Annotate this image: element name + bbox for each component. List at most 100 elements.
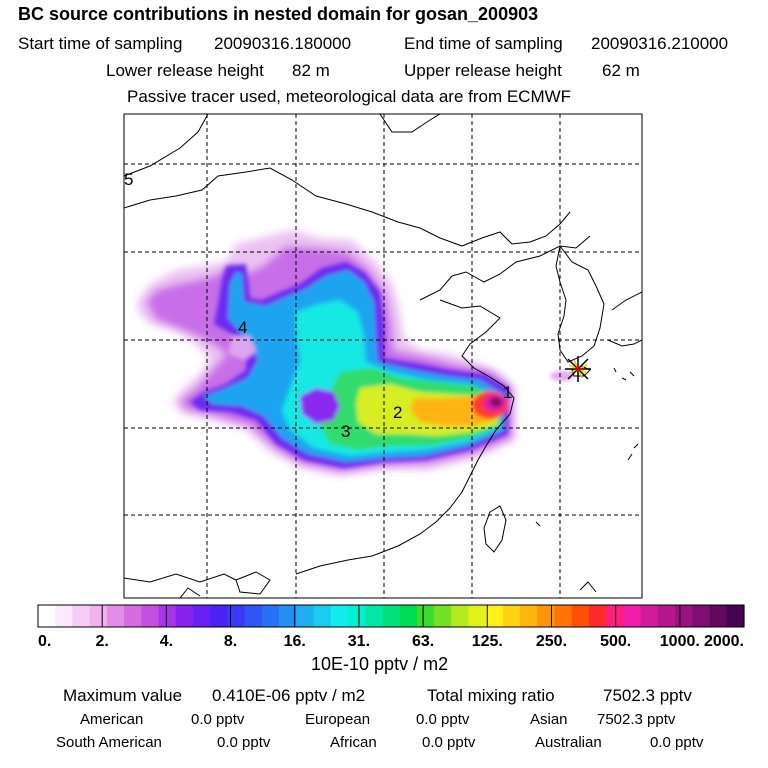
border-east — [461, 211, 571, 247]
plume-hole-north — [228, 336, 256, 360]
islands-ryukyu — [535, 367, 639, 527]
colorbar-cell — [468, 605, 487, 627]
colorbar-cell — [434, 605, 452, 627]
chart-title: BC source contributions in nested domain… — [18, 4, 539, 24]
region-label-3: 3 — [341, 422, 350, 441]
lower-release-label: Lower release height — [106, 61, 264, 80]
colorbar-cell — [141, 605, 160, 627]
european-value: 0.0 pptv — [416, 711, 470, 728]
colorbar-cell — [382, 605, 401, 627]
coast-shandong — [439, 299, 515, 431]
colorbar-cell — [640, 605, 659, 627]
concentration-field — [138, 230, 574, 476]
colorbar-cell — [399, 605, 418, 627]
colorbar-cell — [692, 605, 711, 627]
colorbar-cell — [365, 605, 383, 627]
australian-value: 0.0 pptv — [650, 734, 704, 751]
colorbar-cell — [554, 605, 573, 627]
coast-taiwan — [483, 505, 507, 553]
colorbar-cell — [106, 605, 125, 627]
colorbar-tick-label: 250. — [536, 633, 567, 650]
colorbar-cell — [675, 605, 693, 627]
plume-peak — [490, 397, 502, 407]
upper-release-value: 62 m — [602, 61, 640, 80]
colorbar-tick-label: 2. — [96, 633, 109, 650]
colorbar-cell — [657, 605, 676, 627]
region-label-5: 5 — [124, 170, 133, 189]
australian-label: Australian — [535, 734, 602, 751]
south-american-label: South American — [56, 734, 162, 751]
receptor-star-icon — [565, 356, 591, 382]
colorbar-cell — [313, 605, 332, 627]
coast-hainan — [235, 571, 271, 595]
colorbar-tick-label: 8. — [224, 633, 237, 650]
colorbar-cell — [502, 605, 521, 627]
african-label: African — [330, 734, 377, 751]
colorbar-tick-label: 31. — [348, 633, 370, 650]
colorbar-cell — [416, 605, 435, 627]
colorbar-tick-label: 4. — [160, 633, 173, 650]
coast-korea — [555, 244, 605, 363]
colorbar-unit-label: 10E-10 pptv / m2 — [311, 654, 449, 674]
asian-label: Asian — [530, 711, 568, 728]
colorbar-tick-label: 16. — [284, 633, 306, 650]
start-time-value: 20090316.180000 — [214, 34, 352, 53]
colorbar-cell — [244, 605, 263, 627]
colorbar-cell — [279, 605, 297, 627]
colorbar-cell — [623, 605, 642, 627]
colorbar-cell — [520, 605, 538, 627]
colorbar-tick-label: 1000. — [660, 633, 700, 650]
colorbar-cell — [726, 605, 745, 627]
colorbar-cell — [571, 605, 590, 627]
map-frame — [123, 113, 643, 599]
south-american-value: 0.0 pptv — [217, 734, 271, 751]
border-north — [124, 167, 463, 247]
border-mongolia — [379, 114, 441, 133]
colorbar-cell — [72, 605, 91, 627]
african-value: 0.0 pptv — [422, 734, 476, 751]
colorbar-cell — [89, 605, 108, 627]
colorbar-cell — [589, 605, 607, 627]
upper-release-label: Upper release height — [404, 61, 562, 80]
start-time-label: Start time of sampling — [18, 34, 183, 53]
colorbar-cell — [38, 605, 56, 627]
max-value: 0.410E-06 pptv / m2 — [212, 686, 366, 705]
colorbar-tick-label: 0. — [38, 633, 51, 650]
asian-value: 7502.3 pptv — [597, 711, 676, 728]
colorbar-cell — [537, 605, 556, 627]
colorbar-tick-label: 2000. — [704, 633, 744, 650]
colorbar-cell — [347, 605, 366, 627]
coast-luzon — [579, 581, 597, 593]
plume-hole-west — [300, 388, 340, 424]
border-southwest — [124, 573, 237, 583]
coast-bohai — [419, 235, 591, 301]
colorbar-tick-label: 500. — [600, 633, 631, 650]
colorbar-cell — [330, 605, 349, 627]
max-value-label: Maximum value — [63, 686, 183, 705]
colorbar-cell — [192, 605, 211, 627]
border-south — [179, 587, 201, 598]
american-label: American — [80, 711, 144, 728]
total-mixing-label: Total mixing ratio — [427, 686, 555, 705]
tracer-note: Passive tracer used, meteorological data… — [127, 87, 572, 106]
end-time-label: End time of sampling — [404, 34, 563, 53]
region-label-4: 4 — [238, 318, 247, 337]
colorbar-frame — [37, 604, 745, 628]
region-label-1: 1 — [503, 383, 512, 402]
end-time-value: 20090316.210000 — [591, 34, 729, 53]
colorbar-cell — [227, 605, 246, 627]
colorbar-cell — [55, 605, 74, 627]
american-value: 0.0 pptv — [191, 711, 245, 728]
colorbar-cell — [261, 605, 280, 627]
region-label-2: 2 — [393, 403, 402, 422]
border-northwest — [124, 114, 209, 177]
colorbar-cell — [158, 605, 177, 627]
colorbar-cell — [485, 605, 504, 627]
colorbar-cell — [210, 605, 229, 627]
colorbar-cell — [124, 605, 142, 627]
colorbar-tick-label: 125. — [472, 633, 503, 650]
colorbar-cell — [709, 605, 728, 627]
coastlines — [124, 114, 642, 598]
